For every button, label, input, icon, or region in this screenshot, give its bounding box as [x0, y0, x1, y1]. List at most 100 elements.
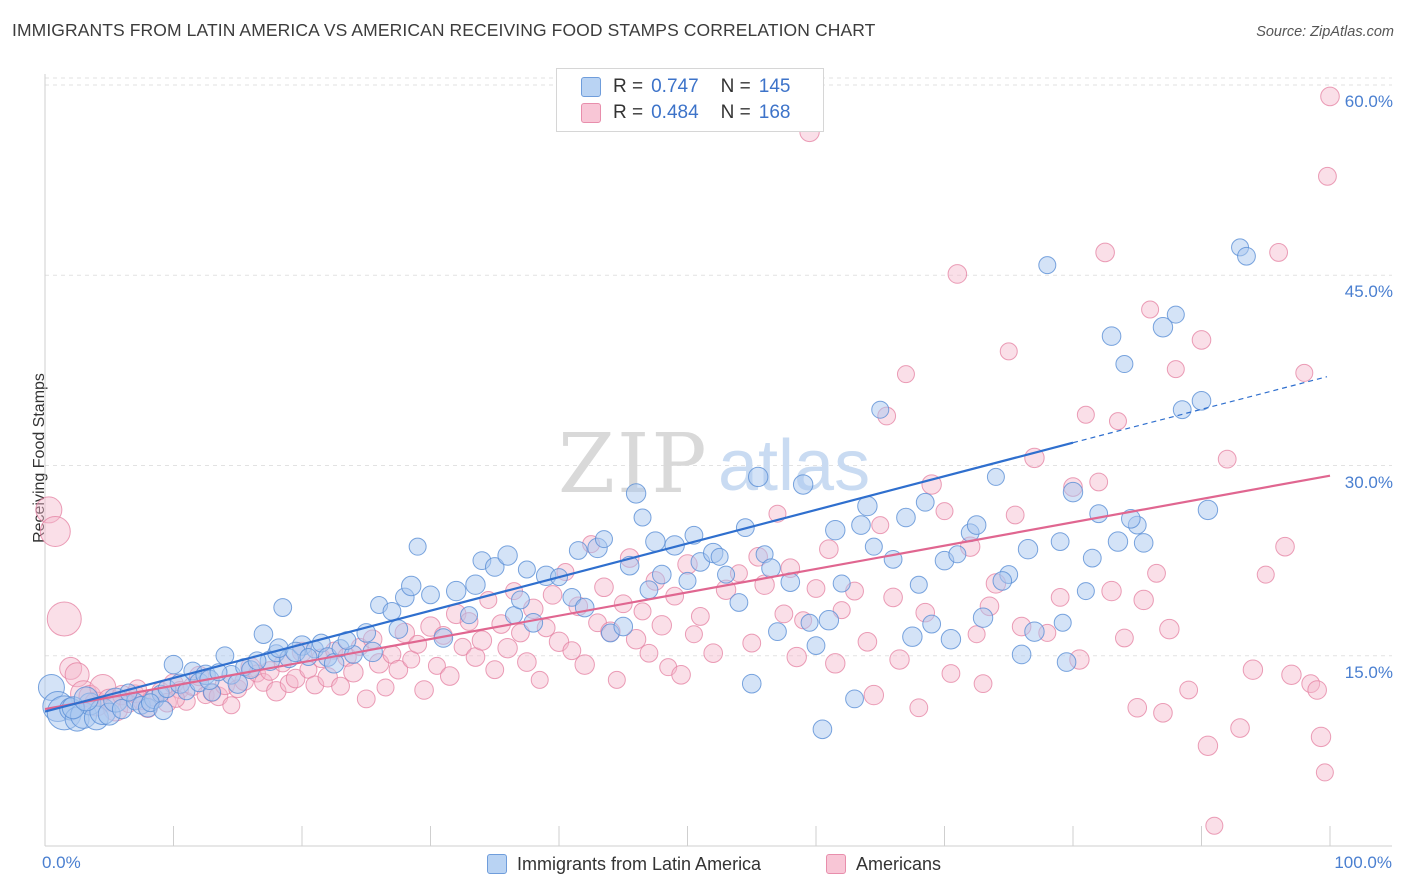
immigrants-point — [574, 597, 595, 618]
immigrants-point — [484, 557, 505, 577]
americans-point — [222, 696, 241, 715]
immigrants-point — [792, 474, 814, 495]
immigrants-point — [1053, 613, 1072, 632]
immigrants-point — [568, 541, 588, 560]
immigrants-point — [845, 689, 864, 709]
immigrants-point — [1011, 644, 1032, 665]
americans-point — [305, 675, 325, 695]
legend-n-label: N = — [720, 102, 751, 123]
americans-point — [703, 643, 724, 664]
americans-point — [921, 474, 942, 495]
grid-lines — [45, 77, 1392, 657]
americans-point — [343, 662, 364, 683]
immigrants-point — [465, 574, 486, 595]
immigrants-point — [871, 400, 890, 419]
immigrants-point — [645, 531, 666, 552]
legend-label-immigrants: Immigrants from Latin America — [517, 853, 762, 874]
americans-point — [999, 342, 1018, 361]
americans-point — [625, 629, 647, 650]
americans-point — [690, 607, 710, 626]
americans-point — [1318, 166, 1337, 186]
immigrants-point — [1076, 582, 1095, 601]
americans-point — [356, 689, 376, 709]
immigrants-point — [909, 575, 928, 594]
immigrants-point — [362, 641, 383, 663]
immigrants-point — [806, 636, 826, 656]
legend-swatch-pink — [826, 854, 846, 874]
immigrants-point — [639, 580, 659, 600]
immigrants-point — [986, 467, 1005, 486]
immigrants-point — [1089, 504, 1109, 524]
americans-point — [935, 502, 954, 521]
y-tick-label: 15.0% — [1344, 662, 1393, 682]
immigrants-point — [1121, 508, 1141, 529]
immigrants-point — [1017, 539, 1039, 560]
americans-point — [774, 604, 794, 624]
americans-point — [633, 602, 652, 621]
immigrants-point — [511, 590, 530, 610]
americans-point — [1320, 86, 1340, 107]
immigrants-point — [729, 593, 749, 612]
americans-point — [671, 664, 691, 685]
immigrants-point — [1062, 481, 1084, 503]
legend-swatch-blue — [581, 77, 601, 97]
americans-point — [832, 601, 851, 620]
watermark-atlas: atlas — [718, 426, 870, 506]
americans-point — [1295, 363, 1314, 382]
americans-point — [485, 660, 505, 680]
immigrants-point — [497, 545, 518, 566]
americans-point — [871, 516, 890, 535]
americans-point — [1141, 300, 1160, 319]
immigrants-point — [652, 564, 672, 585]
trend-lines — [44, 376, 1331, 713]
x-tick-label: 0.0% — [42, 853, 81, 872]
legend-label-americans: Americans — [856, 853, 942, 874]
immigrants-point — [1152, 317, 1174, 338]
immigrants-point — [163, 654, 184, 675]
legend-n-value: 145 — [758, 76, 791, 97]
americans-point — [414, 680, 434, 700]
americans-point — [46, 601, 82, 637]
immigrants-point — [1038, 256, 1057, 275]
legend-item-americans: Americans — [826, 852, 941, 876]
immigrants-point — [1050, 532, 1070, 551]
correlation-legend: R = 0.747 N = 145 R = 0.484 N = 168 — [556, 68, 824, 132]
immigrants-point — [401, 575, 422, 597]
americans-point — [1310, 726, 1332, 748]
immigrants-point — [619, 555, 640, 576]
americans-point — [1315, 763, 1334, 782]
immigrants-point — [562, 588, 582, 607]
americans-point — [331, 676, 350, 696]
immigrants-point — [1133, 533, 1154, 553]
y-tick-label: 60.0% — [1344, 92, 1393, 111]
immigrants-point — [446, 580, 467, 602]
americans-point — [1197, 735, 1219, 757]
immigrants-point — [768, 622, 787, 642]
immigrants-trend-line — [44, 441, 1074, 713]
immigrants-point — [1107, 531, 1129, 552]
americans-point — [1166, 360, 1185, 379]
x-tick-label: 100.0% — [1334, 853, 1392, 872]
americans-point — [1275, 536, 1295, 557]
americans-point — [819, 539, 839, 560]
immigrants-trend-extension — [1072, 376, 1328, 444]
americans-point — [562, 641, 582, 661]
americans-point — [825, 653, 846, 674]
americans-point — [1159, 618, 1180, 640]
americans-point — [1101, 580, 1122, 602]
immigrants-point — [273, 598, 293, 617]
americans-point — [1281, 664, 1302, 685]
americans-point — [639, 643, 659, 663]
immigrants-point — [388, 619, 409, 639]
americans-point — [973, 674, 993, 694]
americans-point — [1005, 505, 1025, 525]
immigrants-point — [761, 558, 781, 579]
americans-point — [742, 633, 762, 653]
immigrants-point — [717, 565, 736, 584]
immigrants-point — [864, 537, 883, 556]
americans-point — [574, 654, 595, 675]
immigrants-point — [460, 606, 479, 625]
legend-n-label: N = — [720, 76, 751, 97]
americans-point — [857, 631, 878, 652]
